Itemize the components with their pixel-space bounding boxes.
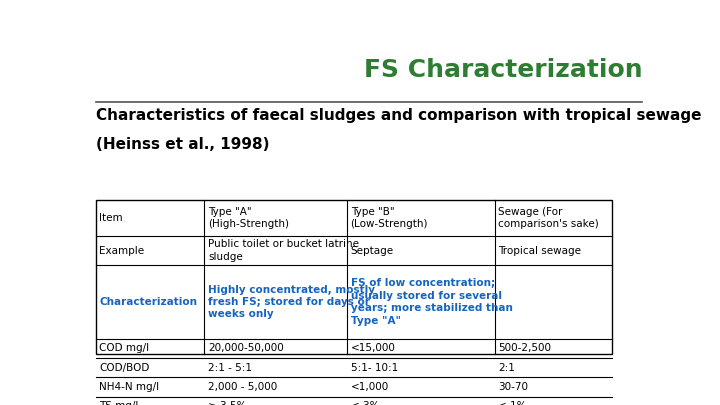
Text: <15,000: <15,000 bbox=[351, 343, 395, 353]
Text: COD/BOD: COD/BOD bbox=[99, 362, 150, 373]
Text: FS of low concentration;
usually stored for several
years; more stabilized than
: FS of low concentration; usually stored … bbox=[351, 278, 513, 326]
Text: <1,000: <1,000 bbox=[351, 382, 389, 392]
Text: Example: Example bbox=[99, 245, 145, 256]
Text: Type "A"
(High-Strength): Type "A" (High-Strength) bbox=[208, 207, 289, 229]
Text: 2:1 - 5:1: 2:1 - 5:1 bbox=[208, 362, 252, 373]
Text: 20,000-50,000: 20,000-50,000 bbox=[208, 343, 284, 353]
Text: 2:1: 2:1 bbox=[498, 362, 516, 373]
Text: 2,000 - 5,000: 2,000 - 5,000 bbox=[208, 382, 277, 392]
Text: NH4-N mg/l: NH4-N mg/l bbox=[99, 382, 160, 392]
Bar bbox=[96, 200, 612, 354]
Text: 500-2,500: 500-2,500 bbox=[498, 343, 552, 353]
Text: Sewage (For
comparison's sake): Sewage (For comparison's sake) bbox=[498, 207, 599, 229]
Text: Type "B"
(Low-Strength): Type "B" (Low-Strength) bbox=[351, 207, 428, 229]
Text: 30-70: 30-70 bbox=[498, 382, 528, 392]
Text: FS Characterization: FS Characterization bbox=[364, 58, 642, 82]
Text: Highly concentrated, mostly
fresh FS; stored for days or
weeks only: Highly concentrated, mostly fresh FS; st… bbox=[208, 285, 375, 320]
Text: (Heinss et al., 1998): (Heinss et al., 1998) bbox=[96, 137, 269, 152]
Text: Item: Item bbox=[99, 213, 123, 223]
Text: < 3%: < 3% bbox=[351, 401, 379, 405]
Text: TS mg/l: TS mg/l bbox=[99, 401, 139, 405]
Text: Public toilet or bucket latrine
sludge: Public toilet or bucket latrine sludge bbox=[208, 239, 359, 262]
Text: Characterization: Characterization bbox=[99, 297, 197, 307]
Text: < 1%: < 1% bbox=[498, 401, 527, 405]
Text: Tropical sewage: Tropical sewage bbox=[498, 245, 582, 256]
Text: Septage: Septage bbox=[351, 245, 394, 256]
Text: 5:1- 10:1: 5:1- 10:1 bbox=[351, 362, 398, 373]
Text: COD mg/l: COD mg/l bbox=[99, 343, 150, 353]
Text: ≥ 3.5%: ≥ 3.5% bbox=[208, 401, 247, 405]
Text: Characteristics of faecal sludges and comparison with tropical sewage: Characteristics of faecal sludges and co… bbox=[96, 108, 701, 123]
